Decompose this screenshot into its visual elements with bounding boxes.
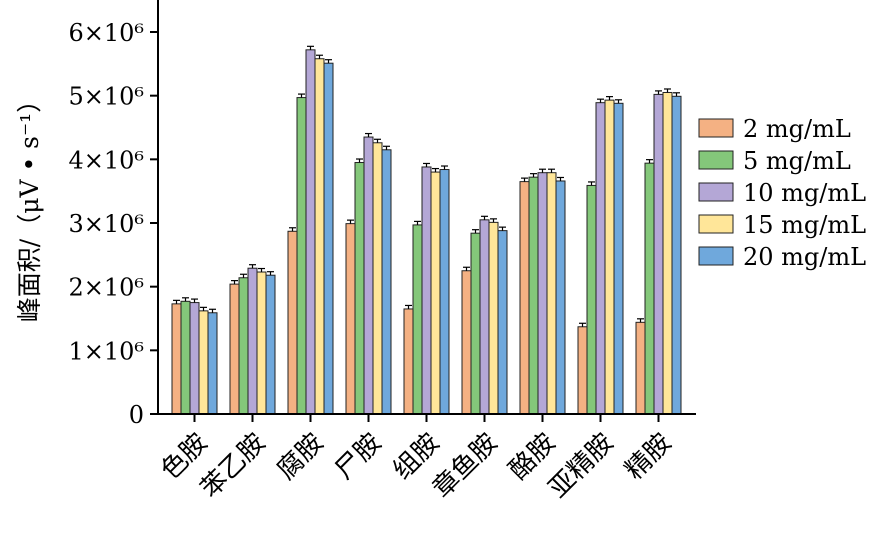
x-tick-label: 亚精胺	[543, 428, 619, 504]
bar	[265, 274, 276, 415]
y-tick-label: 5×10⁶	[68, 83, 144, 111]
bar-group	[519, 168, 566, 415]
bar	[305, 49, 316, 415]
legend-swatch	[698, 214, 734, 234]
legend-label: 20 mg/mL	[743, 243, 866, 271]
bar	[180, 300, 191, 415]
bar-group	[229, 264, 276, 415]
bar	[345, 223, 356, 415]
x-tick-label: 精胺	[619, 428, 677, 486]
bar	[586, 184, 597, 415]
bar	[488, 221, 499, 415]
bar	[470, 232, 481, 415]
legend-item: 20 mg/mL	[698, 243, 866, 271]
bar	[323, 62, 334, 415]
bar	[430, 171, 441, 415]
bar	[635, 321, 646, 415]
bar	[229, 283, 240, 415]
bar	[519, 181, 530, 415]
bar	[238, 277, 249, 415]
legend-swatch	[698, 246, 734, 266]
bar	[189, 302, 200, 415]
legend-swatch	[698, 150, 734, 170]
legend-item: 15 mg/mL	[698, 211, 866, 239]
legend-item: 5 mg/mL	[698, 147, 851, 175]
bar	[403, 308, 414, 415]
x-tick-label: 苯乙胺	[195, 428, 271, 504]
legend-item: 2 mg/mL	[698, 115, 851, 143]
bar	[497, 230, 508, 415]
y-axis-label: 峰面积/（μV • s⁻¹）	[15, 88, 44, 322]
bar	[439, 169, 450, 415]
bar	[461, 270, 472, 415]
bar	[198, 310, 209, 415]
legend-label: 5 mg/mL	[743, 147, 851, 175]
bar	[171, 303, 182, 415]
bar	[662, 91, 673, 415]
bar-group	[345, 132, 392, 415]
bar	[479, 219, 490, 415]
bar-group	[577, 96, 624, 415]
legend-label: 15 mg/mL	[743, 211, 866, 239]
bar	[546, 172, 557, 415]
bar	[207, 312, 218, 415]
bar	[412, 224, 423, 415]
legend: 2 mg/mL 5 mg/mL 10 mg/mL 15 mg/mL 20 mg/mL	[698, 115, 866, 271]
bar	[287, 230, 298, 415]
bar	[314, 58, 325, 415]
y-tick-label: 1×10⁶	[68, 337, 144, 365]
bar	[381, 149, 392, 415]
y-tick-label: 6×10⁶	[68, 19, 144, 47]
bar	[528, 176, 539, 415]
legend-swatch	[698, 118, 734, 138]
bar-group	[635, 88, 682, 415]
bar	[613, 102, 624, 415]
bars	[171, 45, 682, 415]
bar	[555, 180, 566, 415]
x-tick-label: 腐胺	[271, 428, 329, 486]
bar	[372, 142, 383, 415]
y-axis: 0 1×10⁶ 2×10⁶ 3×10⁶ 4×10⁶ 5×10⁶ 6×10⁶	[68, 0, 159, 429]
legend-label: 10 mg/mL	[743, 179, 866, 207]
bar-group	[461, 215, 508, 415]
bar	[296, 97, 307, 415]
bar-group	[287, 45, 334, 415]
bar	[537, 172, 548, 415]
legend-label: 2 mg/mL	[743, 115, 851, 143]
bar	[644, 162, 655, 415]
legend-item: 10 mg/mL	[698, 179, 866, 207]
y-tick-label: 4×10⁶	[68, 146, 144, 174]
bar	[595, 102, 606, 415]
bar	[604, 99, 615, 415]
bar	[354, 162, 365, 415]
bar	[363, 136, 374, 415]
y-tick-label: 3×10⁶	[68, 210, 144, 238]
bar	[421, 166, 432, 415]
y-tick-label: 0	[129, 401, 144, 429]
bar-group	[403, 162, 450, 415]
x-tick-label: 章鱼胺	[427, 428, 503, 504]
bar	[247, 267, 258, 415]
bar-group	[171, 297, 218, 415]
bar	[653, 93, 664, 415]
y-tick-label: 2×10⁶	[68, 274, 144, 302]
x-tick-label: 尸胺	[329, 428, 387, 486]
y-ticks: 0 1×10⁶ 2×10⁶ 3×10⁶ 4×10⁶ 5×10⁶ 6×10⁶	[68, 19, 158, 429]
bar	[671, 95, 682, 415]
bar	[577, 326, 588, 415]
bar	[256, 271, 267, 415]
legend-swatch	[698, 182, 734, 202]
